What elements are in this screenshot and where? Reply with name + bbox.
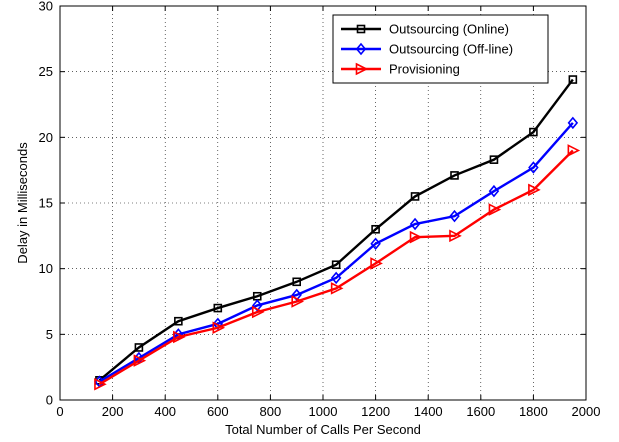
series-2 [94, 144, 581, 391]
x-tick-label: 1800 [519, 404, 548, 419]
legend: Outsourcing (Online) Outsourcing (Off-lin… [332, 14, 549, 84]
y-tick-label: 5 [46, 327, 53, 342]
data-point [330, 282, 344, 295]
data-point [449, 229, 462, 243]
data-point [567, 116, 579, 130]
data-point [330, 271, 342, 285]
data-point [488, 203, 502, 216]
grid-lines [60, 6, 586, 400]
data-point [133, 354, 147, 367]
x-tick-label: 1600 [466, 404, 495, 419]
data-point [410, 192, 420, 201]
legend-marker [355, 42, 367, 56]
x-tick-label: 2000 [572, 404, 601, 419]
x-tick-label: 200 [102, 404, 124, 419]
data-point [528, 183, 541, 197]
series-line [98, 149, 574, 386]
legend-marker [356, 24, 366, 34]
y-axis-label: Delay in Milliseconds [15, 142, 30, 264]
data-point [251, 305, 265, 319]
data-point [450, 171, 459, 180]
data-point [331, 260, 341, 270]
data-point [371, 224, 380, 234]
series-line [98, 78, 574, 382]
data-point [252, 299, 263, 312]
y-tick-label: 0 [46, 393, 53, 408]
data-point [529, 127, 538, 137]
legend-label: Outsourcing (Off-line) [389, 42, 513, 57]
legend-item: Provisioning [341, 62, 460, 77]
legend-label: Provisioning [389, 62, 460, 77]
x-tick-label: 1200 [361, 404, 390, 419]
data-point [291, 288, 302, 302]
legend-label: Outsourcing (Online) [389, 22, 509, 37]
legend-marker [355, 62, 369, 76]
x-tick-label: 600 [207, 404, 229, 419]
data-point [488, 184, 500, 198]
data-point [567, 144, 581, 157]
x-tick-label: 0 [56, 404, 63, 419]
series-layer [94, 75, 581, 391]
data-point [173, 330, 186, 344]
x-tick-label: 1400 [414, 404, 443, 419]
data-point [449, 209, 460, 223]
data-point [134, 343, 144, 352]
legend-item: Outsourcing (Online) [341, 22, 509, 37]
data-point [370, 237, 381, 250]
x-tick-label: 400 [154, 404, 176, 419]
axis-ticks: 0 200 400 600 800 1000 1200 1400 1600 1800 2000 0 5 1… [39, 0, 601, 419]
data-point [489, 155, 499, 164]
data-point [291, 295, 304, 308]
data-point [568, 75, 578, 84]
y-tick-label: 15 [39, 196, 53, 211]
data-point [292, 277, 302, 287]
data-point [370, 257, 383, 270]
y-tick-label: 30 [39, 0, 53, 14]
x-axis-label: Total Number of Calls Per Second [225, 422, 421, 437]
y-tick-label: 10 [39, 261, 53, 276]
data-point [174, 316, 183, 326]
y-tick-label: 25 [39, 64, 53, 79]
data-point [94, 377, 107, 391]
x-tick-label: 800 [260, 404, 282, 419]
y-tick-label: 20 [39, 130, 53, 145]
data-point [409, 217, 421, 231]
legend-item: Outsourcing (Off-line) [341, 42, 513, 57]
x-tick-label: 1000 [309, 404, 338, 419]
data-point [409, 230, 423, 244]
data-point [213, 303, 223, 313]
data-point [212, 321, 226, 335]
data-point [528, 161, 539, 174]
